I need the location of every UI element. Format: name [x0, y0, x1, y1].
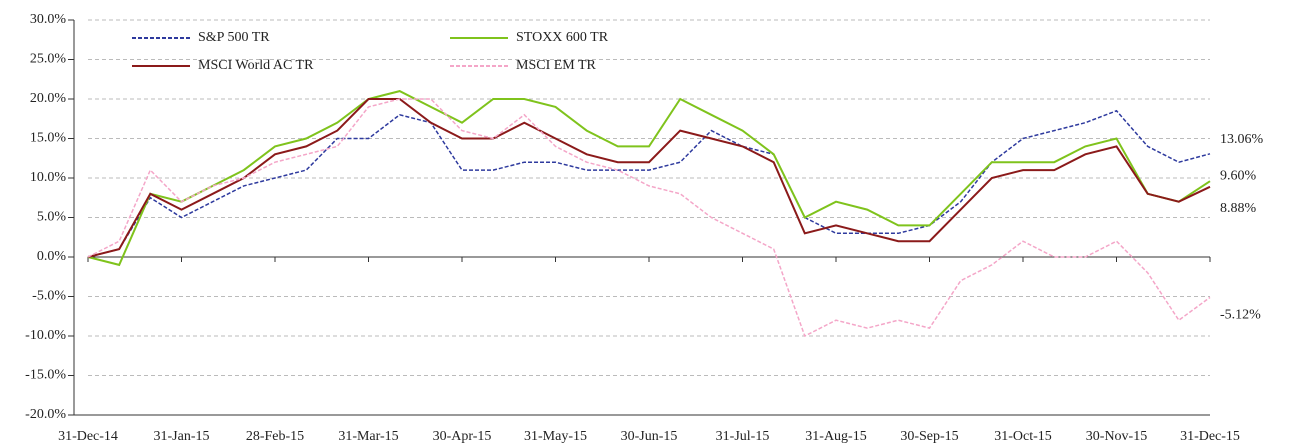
- end-label: 9.60%: [1220, 168, 1257, 183]
- legend-label: S&P 500 TR: [198, 30, 270, 45]
- legend-label: MSCI EM TR: [516, 58, 597, 73]
- x-tick-label: 31-Jul-15: [716, 429, 770, 444]
- x-tick-label: 30-Jun-15: [621, 429, 678, 444]
- y-tick-label: -5.0%: [32, 289, 66, 304]
- x-tick-label: 31-May-15: [524, 429, 587, 444]
- y-tick-label: -20.0%: [25, 407, 66, 422]
- y-tick-label: -10.0%: [25, 328, 66, 343]
- y-tick-label: 15.0%: [30, 131, 67, 146]
- y-tick-label: 25.0%: [30, 52, 67, 67]
- series-line: [87, 98, 1211, 258]
- y-tick-label: 20.0%: [30, 91, 67, 106]
- x-tick-label: 30-Sep-15: [900, 429, 958, 444]
- x-tick-label: 31-Dec-14: [58, 429, 118, 444]
- y-tick-label: 30.0%: [30, 12, 67, 27]
- x-tick-label: 31-Dec-15: [1180, 429, 1240, 444]
- end-label: -5.12%: [1220, 308, 1261, 323]
- y-tick-label: -15.0%: [25, 368, 66, 383]
- x-tick-label: 28-Feb-15: [246, 429, 304, 444]
- x-tick-label: 31-Aug-15: [805, 429, 866, 444]
- series-line: [87, 98, 1211, 338]
- x-tick-label: 31-Oct-15: [994, 429, 1052, 444]
- y-tick-label: 5.0%: [37, 210, 67, 225]
- series-line: [87, 90, 1211, 267]
- y-tick-label: 0.0%: [37, 249, 67, 264]
- end-label: 8.88%: [1220, 201, 1257, 216]
- series-line: [87, 109, 1211, 258]
- x-tick-label: 31-Jan-15: [154, 429, 210, 444]
- x-tick-label: 30-Nov-15: [1086, 429, 1147, 444]
- x-tick-label: 30-Apr-15: [433, 429, 492, 444]
- y-tick-label: 10.0%: [30, 170, 67, 185]
- legend-label: STOXX 600 TR: [516, 30, 609, 45]
- legend-label: MSCI World AC TR: [198, 58, 314, 73]
- end-label: 13.06%: [1220, 132, 1264, 147]
- x-tick-label: 31-Mar-15: [338, 429, 398, 444]
